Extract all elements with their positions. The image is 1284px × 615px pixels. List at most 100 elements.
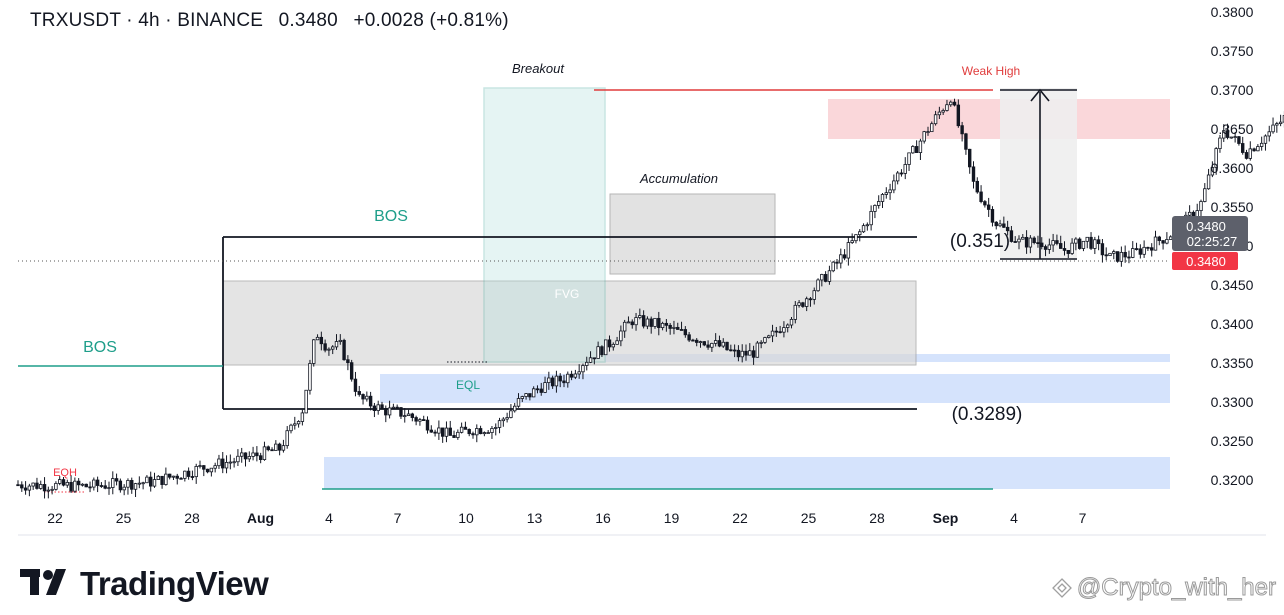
candle-body bbox=[679, 329, 684, 331]
candle-body bbox=[956, 104, 961, 127]
candle-body bbox=[759, 341, 763, 344]
candle-body bbox=[422, 419, 426, 421]
candle-body bbox=[1278, 121, 1283, 125]
x-tick-label: 19 bbox=[664, 510, 680, 526]
candle-body bbox=[732, 349, 737, 352]
candle-body bbox=[1032, 237, 1036, 244]
candle-body bbox=[676, 326, 680, 330]
candle-body bbox=[42, 484, 47, 492]
candle-body bbox=[1259, 142, 1264, 147]
candle-body bbox=[543, 382, 547, 393]
weak-high-label: Weak High bbox=[962, 64, 1020, 78]
candle-body bbox=[531, 388, 536, 398]
candle-body bbox=[1036, 242, 1040, 245]
candle-body bbox=[296, 421, 301, 425]
candle-body bbox=[262, 446, 267, 460]
candle-body bbox=[812, 290, 816, 300]
candle-body bbox=[820, 274, 824, 281]
candle-body bbox=[1168, 236, 1173, 240]
candle-body bbox=[945, 104, 949, 111]
candle-body bbox=[179, 477, 183, 480]
candle-body bbox=[1131, 248, 1135, 258]
candle-body bbox=[471, 433, 475, 436]
candle-body bbox=[277, 443, 282, 451]
candle-body bbox=[585, 361, 589, 366]
candle-body bbox=[808, 298, 813, 301]
candle-body bbox=[365, 395, 369, 400]
y-tick-label: 0.3800 bbox=[1211, 4, 1254, 20]
candle-body bbox=[1218, 137, 1222, 150]
candle-body bbox=[1005, 226, 1010, 232]
candle-body bbox=[748, 350, 752, 356]
candle-body bbox=[141, 482, 145, 485]
candle-body bbox=[54, 483, 58, 490]
candle-body bbox=[804, 298, 809, 307]
candle-body bbox=[258, 455, 263, 460]
candle-body bbox=[1267, 131, 1271, 137]
x-tick-label: 4 bbox=[1010, 510, 1018, 526]
candle-body bbox=[638, 315, 642, 318]
candle-body bbox=[907, 152, 911, 165]
candle-body bbox=[467, 428, 471, 435]
eql-label: EQL bbox=[456, 378, 480, 392]
level-lower-label: (0.3289) bbox=[952, 404, 1023, 425]
candle-body bbox=[683, 329, 688, 336]
candle-body bbox=[1081, 240, 1086, 249]
candle-body bbox=[668, 324, 672, 329]
watermark: @Crypto_with_her bbox=[1051, 574, 1277, 602]
candle-body bbox=[456, 431, 460, 438]
candle-body bbox=[111, 478, 115, 488]
candle-body bbox=[1263, 135, 1268, 144]
candle-body bbox=[888, 189, 892, 194]
candle-body bbox=[941, 110, 945, 113]
candle-body bbox=[611, 343, 615, 348]
candle-body bbox=[107, 487, 111, 489]
candle-body bbox=[539, 388, 543, 393]
candle-body bbox=[171, 475, 176, 478]
candle-body bbox=[270, 449, 274, 452]
candle-body bbox=[440, 427, 445, 437]
candle-body bbox=[58, 479, 62, 484]
candle-body bbox=[634, 317, 638, 326]
candle-body bbox=[1123, 251, 1127, 258]
candle-body bbox=[513, 405, 517, 412]
candle-body bbox=[1146, 246, 1150, 249]
candle-body bbox=[1241, 143, 1245, 153]
candle-body bbox=[126, 480, 130, 488]
candle-body bbox=[23, 487, 28, 491]
candle-body bbox=[922, 131, 926, 142]
candle-body bbox=[706, 344, 710, 348]
candle-body bbox=[69, 482, 73, 492]
candle-body bbox=[964, 133, 968, 150]
candle-body bbox=[391, 406, 396, 409]
candle-body bbox=[304, 389, 308, 414]
candle-body bbox=[236, 455, 240, 463]
candle-body bbox=[952, 101, 957, 106]
candle-body bbox=[725, 341, 729, 351]
candle-body bbox=[1206, 174, 1211, 190]
candle-body bbox=[285, 430, 289, 447]
accumulation-label: Accumulation bbox=[639, 171, 718, 186]
candle-body bbox=[949, 101, 953, 106]
candle-body bbox=[372, 405, 377, 411]
candle-body bbox=[1199, 201, 1203, 212]
candle-body bbox=[816, 279, 820, 292]
candle-body bbox=[695, 339, 699, 343]
candle-body bbox=[535, 388, 540, 391]
candle-body bbox=[842, 254, 847, 259]
candle-body bbox=[1187, 211, 1192, 216]
candle-body bbox=[130, 480, 134, 490]
y-tick-label: 0.3300 bbox=[1211, 394, 1254, 410]
candle-body bbox=[600, 346, 604, 356]
candle-body bbox=[1096, 239, 1101, 245]
candle-body bbox=[289, 424, 293, 432]
candle-body bbox=[607, 339, 612, 348]
candle-body bbox=[846, 242, 851, 259]
candle-body bbox=[873, 204, 877, 212]
candle-body bbox=[475, 428, 479, 436]
candle-body bbox=[1138, 248, 1143, 255]
candle-body bbox=[1021, 236, 1025, 240]
candle-body bbox=[300, 412, 305, 422]
